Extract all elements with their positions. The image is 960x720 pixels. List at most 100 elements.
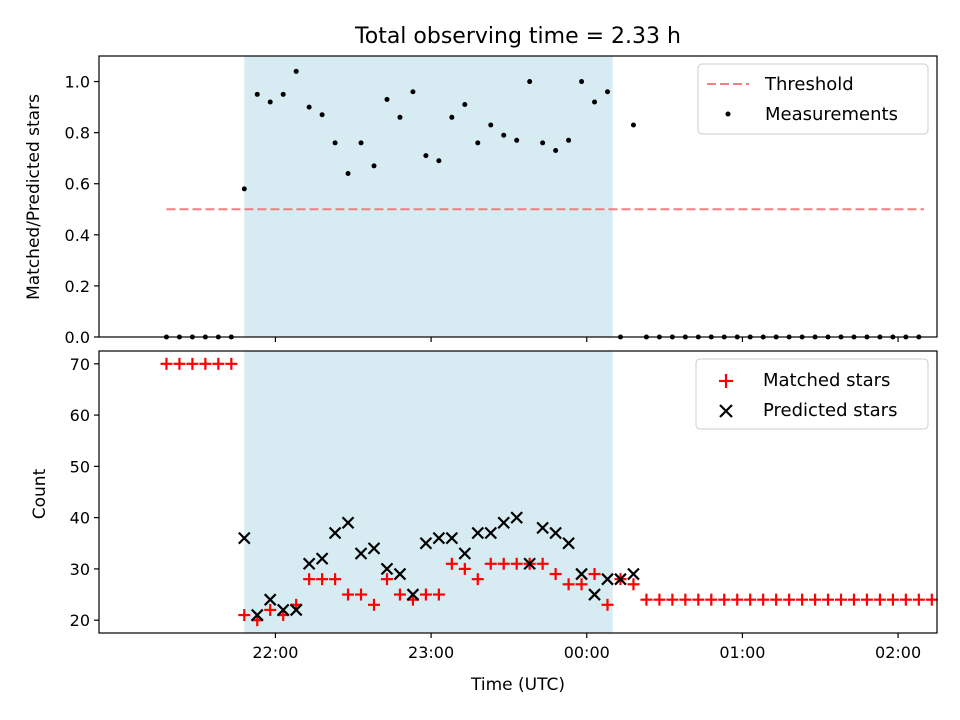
matched-star-point	[160, 357, 173, 370]
matched-star-point	[419, 588, 432, 601]
predicted-star-point	[276, 603, 290, 617]
matched-star-point	[303, 573, 316, 586]
matched-star-point	[744, 593, 757, 606]
top-panel: 0.0 0.2 0.4 0.6 0.8 1.0 Matched/Predicted sta…	[24, 55, 938, 347]
bottom-panel: 20 30 40 50 60 70 22:00 23:00 00:00 01:00 02:00 C…	[30, 350, 938, 695]
matched-star-point	[912, 593, 925, 606]
matched-star-point	[575, 578, 588, 591]
matched-star-point	[432, 588, 445, 601]
bottom-x-ticks: 22:00 23:00 00:00 01:00 02:00	[252, 633, 921, 662]
matched-star-point	[316, 573, 329, 586]
measurement-point	[488, 122, 494, 128]
matched-star-point	[679, 593, 692, 606]
y-tick-label: 30	[70, 560, 90, 579]
top-y-ticks: 0.0 0.2 0.4 0.6 0.8 1.0	[65, 73, 99, 347]
measurement-point	[293, 68, 299, 74]
predicted-stars-points	[238, 511, 640, 622]
measurement-point	[280, 91, 286, 97]
matched-star-point	[783, 593, 796, 606]
bottom-y-axis-label: Count	[30, 468, 50, 519]
matched-star-point	[562, 578, 575, 591]
matched-star-point	[873, 593, 886, 606]
measurement-point	[527, 79, 533, 85]
predicted-star-point	[341, 516, 355, 530]
y-tick-label: 0.2	[65, 277, 90, 296]
matched-star-point	[186, 357, 199, 370]
y-tick-label: 0.8	[65, 124, 90, 143]
measurement-point	[514, 137, 520, 143]
matched-star-point	[886, 593, 899, 606]
matched-star-point	[601, 598, 614, 611]
measurement-point	[410, 89, 416, 95]
y-tick-label: 0.6	[65, 175, 90, 194]
matched-star-point	[627, 578, 640, 591]
predicted-star-point	[393, 567, 407, 581]
measurement-point	[553, 148, 559, 154]
matched-star-point	[380, 573, 393, 586]
top-x-ticks	[274, 337, 899, 342]
y-tick-label: 0.0	[65, 328, 90, 347]
predicted-star-point	[588, 588, 601, 601]
matched-star-point	[705, 593, 718, 606]
top-y-axis-label: Matched/Predicted stars	[24, 94, 44, 300]
matched-star-point	[796, 593, 809, 606]
predicted-star-point	[315, 552, 329, 565]
top-axes-frame	[98, 55, 938, 338]
predicted-star-point	[328, 526, 342, 540]
measurement-point	[254, 91, 260, 97]
matched-star-point	[640, 593, 653, 606]
matched-star-point	[329, 573, 342, 586]
measurement-point	[566, 137, 572, 143]
measurement-point	[397, 114, 403, 120]
x-tick-label: 02:00	[875, 643, 921, 662]
predicted-legend-label: Predicted stars	[763, 400, 897, 421]
predicted-star-point	[250, 608, 264, 622]
predicted-star-point	[562, 536, 575, 550]
bottom-y-ticks: 20 30 40 50 60 70	[70, 355, 99, 630]
measurement-points	[163, 68, 922, 340]
predicted-star-point	[406, 588, 420, 601]
measurement-point	[306, 104, 312, 110]
matched-star-point	[847, 593, 860, 606]
predicted-star-point	[354, 547, 368, 560]
matched-star-point	[212, 357, 225, 370]
matched-star-point	[238, 609, 251, 622]
matched-star-point	[653, 593, 666, 606]
predicted-legend-swatch	[719, 404, 733, 418]
x-tick-label: 23:00	[408, 643, 454, 662]
predicted-star-point	[471, 526, 485, 540]
matched-stars-points	[160, 357, 938, 627]
predicted-star-point	[614, 572, 627, 586]
matched-star-point	[484, 557, 497, 570]
matched-star-point	[692, 593, 705, 606]
matched-star-point	[342, 588, 355, 601]
matched-star-point	[835, 593, 848, 606]
predicted-star-point	[458, 547, 472, 560]
matched-star-point	[549, 568, 562, 581]
bottom-axes-frame	[98, 350, 938, 634]
predicted-star-point	[510, 511, 523, 524]
measurement-point	[345, 171, 351, 177]
measurement-point	[501, 132, 507, 138]
measurement-point	[605, 89, 611, 95]
matched-legend-label: Matched stars	[763, 370, 890, 391]
predicted-star-point	[536, 521, 549, 535]
matched-star-point	[225, 357, 238, 370]
matched-star-point	[510, 557, 523, 570]
measurement-point	[371, 163, 377, 169]
measurement-point	[267, 99, 273, 105]
measurement-point	[423, 153, 429, 159]
chart-title: Total observing time = 2.33 h	[354, 24, 681, 49]
top-legend: Threshold Measurements	[697, 63, 929, 135]
y-tick-label: 50	[70, 457, 90, 476]
matched-star-point	[588, 568, 601, 581]
bottom-legend: Matched stars Predicted stars	[695, 358, 929, 430]
matched-star-point	[458, 562, 471, 575]
predicted-star-point	[497, 516, 511, 530]
predicted-star-point	[549, 526, 562, 540]
predicted-star-point	[484, 526, 498, 540]
y-tick-label: 1.0	[65, 73, 90, 92]
measurement-point	[462, 102, 468, 108]
predicted-star-point	[575, 567, 588, 581]
matched-star-point	[536, 557, 549, 570]
